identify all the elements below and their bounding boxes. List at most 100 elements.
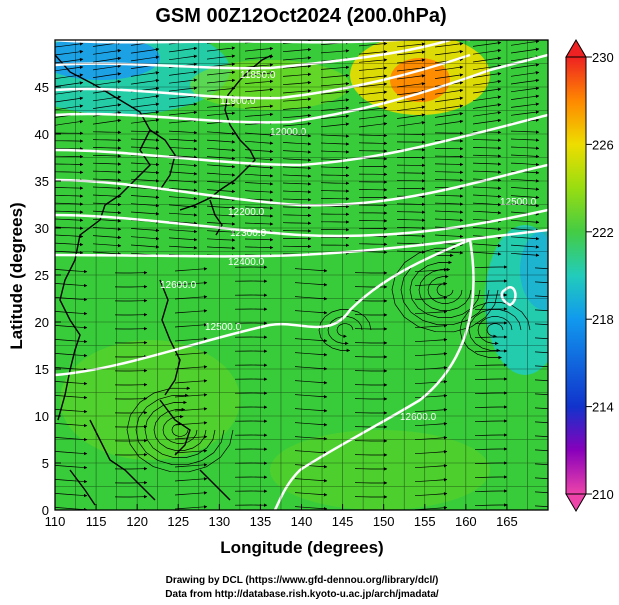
streamline [130, 236, 160, 241]
streamline [294, 310, 328, 315]
streamline [55, 423, 88, 428]
streamline [358, 242, 388, 247]
streamline [174, 351, 208, 356]
streamline [168, 171, 198, 176]
streamline [168, 102, 198, 108]
streamline [282, 198, 312, 202]
y-tick-label: 15 [35, 362, 49, 377]
streamline [534, 295, 548, 298]
streamline [55, 88, 84, 95]
streamline [472, 87, 502, 94]
streamline [320, 173, 350, 178]
streamline [206, 246, 236, 250]
streamline [130, 55, 160, 62]
streamline [294, 408, 328, 413]
streamline [294, 492, 328, 497]
streamline [510, 130, 540, 134]
streamline [320, 106, 350, 111]
streamline [168, 155, 198, 159]
colorbar-tick-label: 218 [592, 312, 614, 327]
streamline [474, 335, 508, 339]
streamline [206, 164, 236, 169]
streamline [534, 337, 548, 340]
streamline [174, 365, 208, 370]
streamline [396, 113, 426, 119]
streamline [534, 281, 548, 284]
streamline [55, 325, 88, 330]
y-tick-label: 25 [35, 268, 49, 283]
streamline [336, 323, 354, 339]
streamline [534, 379, 548, 382]
streamline [358, 74, 388, 80]
streamline [174, 463, 208, 468]
colorbar-tick-label: 222 [592, 225, 614, 240]
streamline [534, 463, 548, 466]
svg-text:12200.0: 12200.0 [228, 207, 265, 218]
x-tick-label: 130 [208, 514, 230, 529]
streamline [130, 102, 160, 108]
streamline [510, 162, 540, 167]
streamline [327, 316, 363, 346]
streamline [510, 110, 540, 116]
streamline [206, 238, 236, 242]
streamline [320, 114, 350, 120]
streamline [282, 142, 312, 146]
streamline [358, 149, 388, 153]
plot-area: 11850.0 11900.0 12000.0 12200.0 12300.0 … [55, 40, 548, 510]
streamline [472, 251, 502, 256]
streamline [244, 87, 274, 93]
streamline [320, 150, 350, 154]
streamline [206, 103, 236, 108]
streamline [206, 46, 236, 52]
streamline [55, 381, 88, 386]
streamline [55, 73, 84, 79]
streamline [472, 146, 502, 150]
streamline [320, 181, 350, 186]
streamline [168, 245, 198, 250]
streamline [294, 352, 328, 357]
streamline [168, 78, 198, 84]
x-tick-label: 135 [250, 514, 272, 529]
streamline [282, 89, 312, 94]
streamline [168, 204, 198, 209]
streamline [534, 323, 548, 326]
credit-data-source: Data from http://database.rish.kyoto-u.a… [165, 589, 439, 600]
streamline [206, 213, 236, 218]
streamline [472, 56, 502, 63]
streamline [206, 131, 236, 136]
streamline [55, 81, 84, 87]
streamline [396, 66, 426, 72]
streamline [396, 234, 426, 238]
svg-text:12500.0: 12500.0 [205, 322, 242, 333]
streamline [434, 218, 464, 222]
streamline [396, 186, 426, 191]
streamline [472, 186, 502, 190]
streamline [474, 279, 508, 283]
streamline [510, 154, 540, 159]
credit-dcl: Drawing by DCL (https://www.gfd-dennou.o… [166, 575, 439, 586]
streamline [55, 269, 88, 274]
streamline [414, 351, 448, 357]
streamline [414, 281, 448, 287]
y-tick-label: 35 [35, 174, 49, 189]
svg-text:12600.0: 12600.0 [400, 412, 437, 423]
streamline [174, 477, 208, 482]
x-tick-label: 115 [86, 514, 107, 529]
streamline [168, 46, 198, 53]
streamline [294, 394, 328, 399]
streamline [55, 339, 88, 344]
streamline [130, 211, 160, 216]
streamline [130, 228, 160, 233]
streamline [320, 134, 350, 138]
gridlines [55, 40, 548, 510]
streamline [294, 464, 328, 469]
streamline [174, 379, 208, 384]
streamline [358, 122, 388, 128]
streamline [396, 210, 426, 214]
streamline [174, 449, 208, 454]
streamline [55, 96, 84, 103]
streamline [294, 436, 328, 441]
streamline [414, 309, 448, 315]
streamline [174, 267, 208, 272]
